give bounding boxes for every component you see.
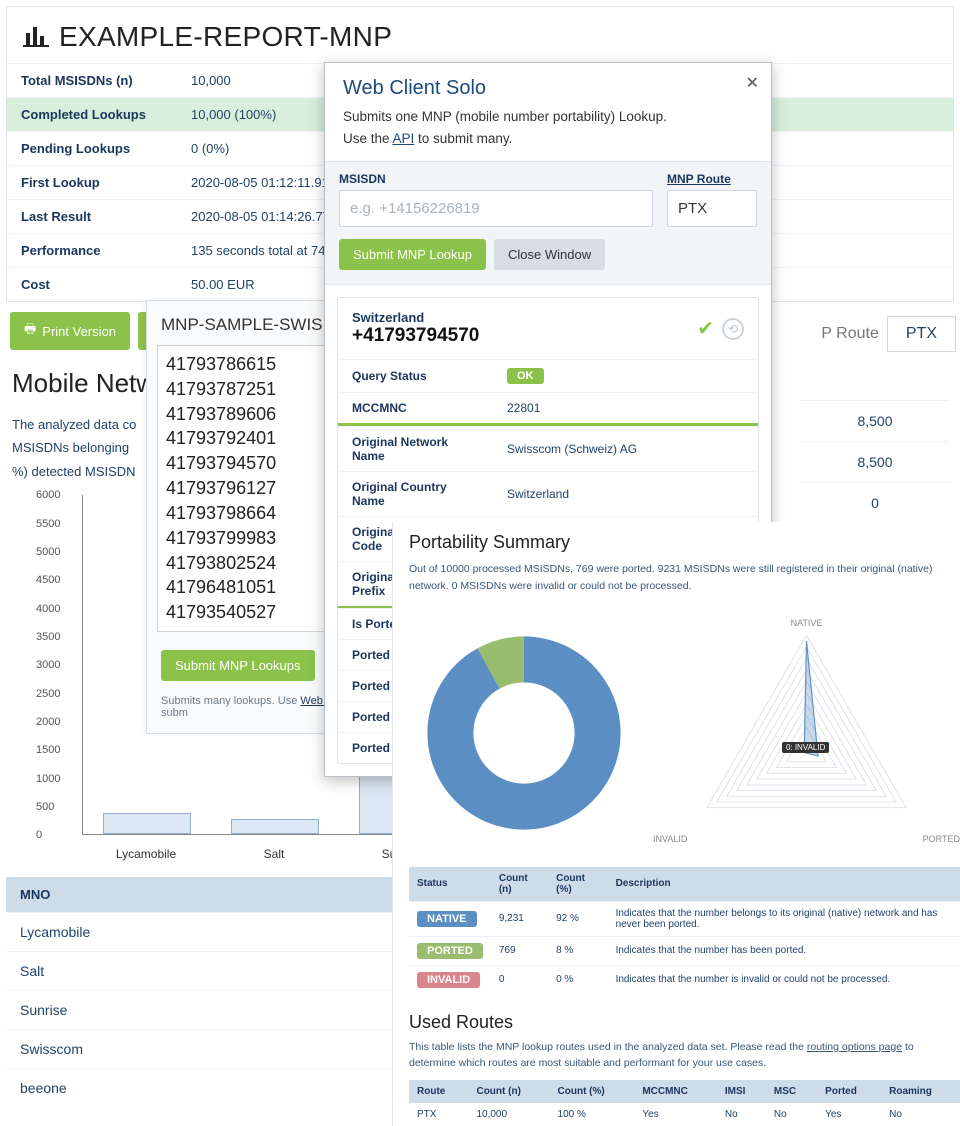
close-window-button[interactable]: Close Window xyxy=(494,239,605,270)
route-select[interactable]: PTX xyxy=(667,190,757,227)
msisdn-label: MSISDN xyxy=(339,172,653,186)
route-mini: P Route PTX xyxy=(821,316,956,352)
route-value[interactable]: PTX xyxy=(887,316,956,352)
print-button[interactable]: 🖶 Print Version xyxy=(10,312,130,350)
kv-key: Cost xyxy=(7,268,177,302)
portability-title: Portability Summary xyxy=(409,532,960,553)
check-icon: ✔ xyxy=(697,316,714,341)
kv-key: Pending Lookups xyxy=(7,132,177,166)
report-title: EXAMPLE-REPORT-MNP xyxy=(59,21,392,53)
donut-chart xyxy=(409,618,639,848)
portability-table: StatusCount (n)Count (%)Description NATI… xyxy=(409,867,960,994)
radar-chart: NATIVE PORTED INVALID 0: INVALID xyxy=(653,618,960,848)
submit-lookup-button[interactable]: Submit MNP Lookup xyxy=(339,239,486,270)
routes-section: Used Routes This table lists the MNP loo… xyxy=(409,1012,960,1126)
kv-key: Last Result xyxy=(7,200,177,234)
kv-key: Performance xyxy=(7,234,177,268)
bar-chart-icon xyxy=(23,25,49,50)
kv-key: Completed Lookups xyxy=(7,98,177,132)
api-link[interactable]: API xyxy=(393,131,415,146)
print-icon: 🖶 xyxy=(24,320,36,342)
submit-lookups-button[interactable]: Submit MNP Lookups xyxy=(161,650,315,681)
routes-table: RouteCount (n)Count (%)MCCMNCIMSIMSCPort… xyxy=(409,1080,960,1126)
kv-key: Total MSISDNs (n) xyxy=(7,64,177,98)
kv-key: First Lookup xyxy=(7,166,177,200)
refresh-icon[interactable]: ⟲ xyxy=(722,318,744,340)
routing-options-link[interactable]: routing options page xyxy=(807,1041,902,1053)
dialog-title: Web Client Solo xyxy=(343,77,753,100)
portability-panel: Portability Summary Out of 10000 process… xyxy=(392,522,960,1126)
close-icon[interactable]: ✕ xyxy=(746,73,759,93)
route-label: MNP Route xyxy=(667,172,757,186)
msisdn-input[interactable] xyxy=(339,190,653,227)
